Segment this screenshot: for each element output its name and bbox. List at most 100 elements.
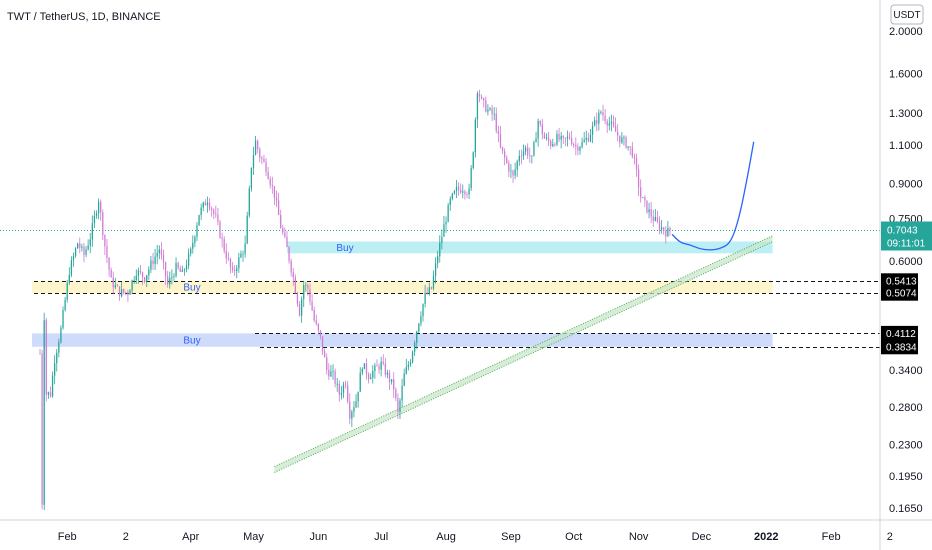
candle xyxy=(315,314,317,326)
buy-zone-1[interactable] xyxy=(286,241,773,254)
candle xyxy=(200,203,202,220)
y-tick-label: 0.1650 xyxy=(889,503,923,515)
candle xyxy=(231,261,234,273)
candle xyxy=(357,391,359,408)
candle xyxy=(185,259,188,273)
candle xyxy=(41,349,43,510)
x-tick-label: 2022 xyxy=(754,531,778,543)
candle xyxy=(158,245,160,260)
candle xyxy=(516,159,518,177)
candle xyxy=(118,286,121,301)
candle xyxy=(263,154,265,163)
trendline-layer[interactable] xyxy=(274,235,773,473)
candle xyxy=(405,358,407,375)
candle xyxy=(380,356,382,377)
candle xyxy=(254,136,257,156)
candle xyxy=(292,267,294,286)
candle xyxy=(204,199,206,206)
candle xyxy=(543,132,546,139)
candle xyxy=(660,220,663,234)
x-tick-label: Oct xyxy=(565,531,582,543)
x-tick-label: Sep xyxy=(501,531,521,543)
candle xyxy=(531,155,533,164)
candle xyxy=(296,291,299,307)
candle xyxy=(575,137,577,156)
candle xyxy=(294,274,296,294)
candle xyxy=(363,363,366,370)
candle xyxy=(501,146,504,155)
candle xyxy=(627,146,629,151)
candle xyxy=(667,221,669,237)
candle xyxy=(447,202,449,223)
y-tick-label: 0.3400 xyxy=(889,365,923,377)
candle xyxy=(173,273,175,281)
currency-button[interactable]: USDT xyxy=(890,4,924,25)
candle xyxy=(54,355,56,385)
price-level-value: 0.5074 xyxy=(886,289,917,300)
candle xyxy=(359,367,361,392)
candle xyxy=(539,120,541,127)
candle xyxy=(589,128,592,143)
candle xyxy=(298,301,301,317)
y-tick-label: 0.2300 xyxy=(889,440,923,452)
candle xyxy=(474,117,476,158)
candle xyxy=(323,348,326,358)
candle xyxy=(194,235,196,248)
candle xyxy=(372,365,374,384)
candle xyxy=(437,250,439,269)
candle xyxy=(370,373,372,380)
candle xyxy=(583,131,585,143)
candle xyxy=(409,359,412,367)
candle xyxy=(70,256,73,278)
trendline-channel[interactable] xyxy=(274,235,773,473)
candle xyxy=(277,192,280,216)
candle xyxy=(303,280,305,308)
buy-zone-3[interactable] xyxy=(32,333,773,347)
candle xyxy=(522,144,525,160)
candle xyxy=(120,281,123,298)
candle xyxy=(330,365,332,378)
candle xyxy=(656,210,659,224)
candle xyxy=(252,146,255,175)
price-level-tag: 0.3834 xyxy=(881,339,918,355)
candle xyxy=(156,244,158,265)
projection-curve[interactable] xyxy=(671,141,755,251)
candle xyxy=(547,131,550,147)
candle xyxy=(390,379,393,385)
candle xyxy=(483,97,485,108)
candle xyxy=(66,279,68,303)
candle xyxy=(669,226,671,236)
candle xyxy=(353,401,355,418)
candle xyxy=(83,242,85,263)
candle xyxy=(244,235,246,258)
candle xyxy=(342,381,345,399)
candle xyxy=(100,199,102,221)
candle xyxy=(275,190,278,207)
candle xyxy=(495,107,497,134)
candle xyxy=(629,146,631,156)
candle xyxy=(284,227,286,239)
candle xyxy=(150,256,152,274)
candle xyxy=(514,162,516,180)
candle xyxy=(313,306,315,323)
candle xyxy=(386,369,389,379)
candle xyxy=(58,338,60,358)
x-tick-label: Jun xyxy=(309,531,327,543)
candle xyxy=(449,196,451,211)
levels-layer xyxy=(0,230,880,348)
candle xyxy=(573,142,575,148)
candle xyxy=(347,380,349,404)
candle xyxy=(206,196,209,213)
projection-layer[interactable] xyxy=(671,141,755,251)
candle xyxy=(621,132,623,145)
candle xyxy=(365,358,368,380)
candle xyxy=(167,270,169,288)
buy-zone-2[interactable] xyxy=(32,280,773,294)
candle xyxy=(527,143,529,160)
y-tick-label: 0.6000 xyxy=(889,256,923,268)
candle xyxy=(497,125,500,143)
candle xyxy=(267,166,269,180)
